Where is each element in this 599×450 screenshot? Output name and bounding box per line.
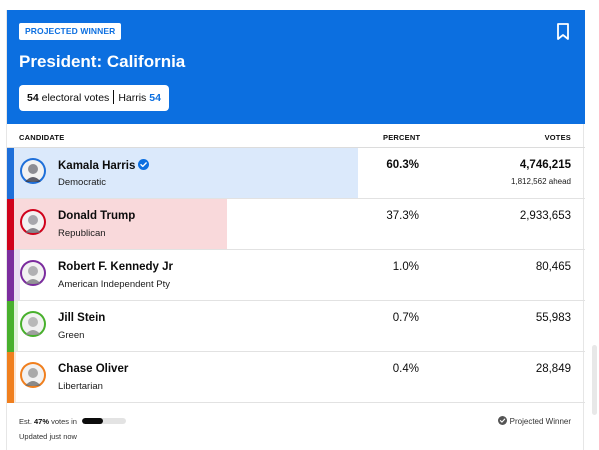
candidate-votes: 55,983 [535, 312, 571, 324]
candidate-percent: 0.7% [392, 312, 419, 324]
updated-timestamp: Updated just now [19, 432, 77, 441]
candidate-row-harris: Kamala Harris Democratic 60.3% 4,746,215 1,8… [7, 148, 585, 199]
candidate-party: Democratic [58, 177, 107, 188]
electoral-votes-label: electoral votes [41, 92, 110, 104]
candidate-party: Libertarian [58, 381, 103, 392]
candidate-votes: 28,849 [535, 363, 571, 375]
leader-name: Harris [118, 92, 147, 104]
candidate-percent: 37.3% [386, 210, 419, 222]
race-header: PROJECTED WINNER President: California 5… [7, 10, 585, 124]
vote-share-bar [14, 199, 227, 249]
candidate-row-trump: Donald Trump Republican 37.3% 2,933,653 [7, 199, 585, 250]
table-header: CANDIDATE PERCENT VOTES [7, 124, 585, 148]
candidate-row-oliver: Chase Oliver Libertarian 0.4% 28,849 [7, 352, 585, 403]
votes-in-progress-fill [82, 418, 103, 424]
candidate-row-stein: Jill Stein Green 0.7% 55,983 [7, 301, 585, 352]
vote-share-bar [14, 250, 20, 300]
candidate-percent: 1.0% [392, 261, 419, 273]
race-footer: Est. 47% votes in Updated just now Proje… [7, 403, 585, 450]
race-title: President: California [19, 52, 186, 71]
bookmark-icon[interactable] [555, 22, 571, 42]
candidate-percent: 0.4% [392, 363, 419, 375]
candidate-votes: 80,465 [535, 261, 571, 273]
verified-check-icon [138, 159, 150, 170]
candidate-percent: 60.3% [386, 159, 419, 171]
vote-share-bar [14, 352, 16, 402]
candidate-party: Republican [58, 228, 106, 239]
column-candidate: CANDIDATE [19, 133, 65, 142]
legend-label: Projected Winner [509, 417, 571, 426]
candidate-avatar [20, 260, 46, 286]
party-color-stripe [7, 199, 14, 250]
candidate-name: Kamala Harris [58, 159, 150, 172]
scrollbar[interactable] [592, 345, 597, 415]
est-prefix: Est. [19, 417, 32, 426]
est-suffix: votes in [51, 417, 77, 426]
party-color-stripe [7, 250, 14, 301]
candidate-party: Green [58, 330, 85, 341]
candidate-party: American Independent Pty [58, 279, 170, 290]
check-circle-icon [497, 416, 507, 425]
candidate-name: Jill Stein [58, 312, 106, 324]
candidate-name: Donald Trump [58, 210, 136, 222]
projected-winner-legend: Projected Winner [497, 416, 571, 426]
vote-margin: 1,812,562 ahead [510, 177, 571, 186]
est-percent: 47% [34, 417, 50, 426]
candidate-votes: 4,746,215 [519, 159, 571, 171]
candidate-avatar [20, 209, 46, 235]
column-votes: VOTES [544, 133, 571, 142]
leader-electoral-votes: 54 [149, 92, 161, 104]
estimated-votes-in: Est. 47% votes in [19, 417, 127, 426]
column-percent: PERCENT [383, 133, 421, 142]
candidate-votes: 2,933,653 [519, 210, 571, 222]
electoral-votes-box: 54 electoral votes Harris 54 [19, 85, 169, 111]
votes-in-progress-bar [82, 418, 127, 424]
candidate-avatar [20, 311, 46, 337]
candidate-name: Robert F. Kennedy Jr [58, 261, 174, 273]
candidate-avatar [20, 362, 46, 388]
candidate-row-kennedy: Robert F. Kennedy Jr American Independent… [7, 250, 585, 301]
party-color-stripe [7, 148, 14, 199]
race-card: PROJECTED WINNER President: California 5… [6, 10, 585, 450]
projected-winner-badge: PROJECTED WINNER [19, 23, 122, 40]
electoral-votes-number: 54 [27, 92, 39, 104]
party-color-stripe [7, 352, 14, 403]
divider [113, 90, 115, 105]
candidate-avatar [20, 158, 46, 184]
vote-share-bar [14, 301, 18, 351]
party-color-stripe [7, 301, 14, 352]
candidate-name: Chase Oliver [58, 363, 129, 375]
vote-share-bar [14, 148, 358, 198]
